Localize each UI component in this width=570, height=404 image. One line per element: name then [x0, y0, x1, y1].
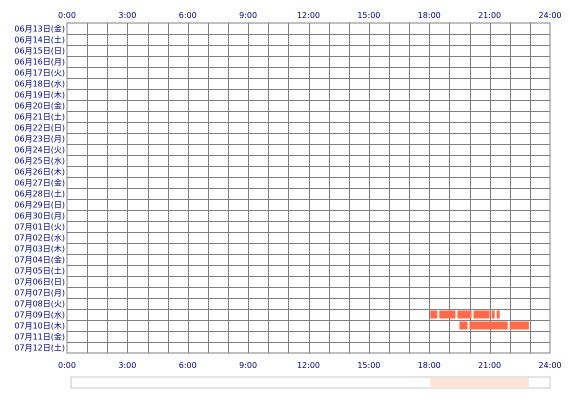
- x-tick-label-bottom: 12:00: [297, 361, 320, 370]
- x-tick-label-top: 24:00: [538, 11, 561, 20]
- x-tick-label-top: 12:00: [297, 11, 320, 20]
- row-label: 07月12日(土): [14, 343, 65, 353]
- row-label: 06月28日(土): [14, 189, 65, 199]
- row-label: 06月13日(金): [14, 24, 65, 34]
- row-label: 06月14日(土): [14, 35, 65, 45]
- x-tick-label-bottom: 3:00: [118, 361, 136, 370]
- x-tick-label-bottom: 9:00: [239, 361, 257, 370]
- x-tick-label-bottom: 15:00: [357, 361, 380, 370]
- activity-segment: [509, 321, 529, 330]
- row-label: 07月08日(火): [14, 300, 65, 309]
- x-tick-label-top: 18:00: [418, 11, 441, 20]
- row-label: 06月25日(水): [14, 156, 65, 166]
- row-label: 07月01日(火): [14, 223, 65, 232]
- summary-bar: [70, 376, 551, 389]
- row-label: 07月10日(木): [14, 321, 65, 331]
- row-label: 06月21日(土): [14, 112, 65, 122]
- row-label: 06月22日(日): [14, 124, 65, 133]
- row-label: 07月11日(金): [14, 332, 65, 342]
- row-label: 07月06日(日): [14, 278, 65, 287]
- row-label: 06月19日(木): [14, 90, 65, 100]
- x-tick-label-bottom: 18:00: [418, 361, 441, 370]
- activity-segment: [457, 310, 472, 319]
- x-tick-label-top: 3:00: [118, 11, 136, 20]
- x-tick-label-top: 0:00: [58, 11, 76, 20]
- row-label: 07月09日(水): [14, 310, 65, 320]
- row-label: 06月23日(月): [14, 135, 65, 144]
- row-label: 07月03日(木): [14, 244, 65, 254]
- row-label: 07月07日(月): [14, 289, 65, 298]
- x-tick-label-bottom: 0:00: [58, 361, 76, 370]
- row-label: 06月17日(火): [14, 69, 65, 78]
- row-label: 06月30日(月): [14, 212, 65, 221]
- row-label: 06月27日(金): [14, 178, 65, 188]
- x-tick-label-top: 21:00: [478, 11, 501, 20]
- activity-segment: [473, 310, 490, 319]
- activity-segment: [491, 310, 495, 319]
- row-label: 06月24日(火): [14, 146, 65, 155]
- activity-segment: [496, 310, 500, 319]
- row-label: 06月18日(水): [14, 79, 65, 89]
- row-label: 06月29日(日): [14, 201, 65, 210]
- row-label: 06月15日(日): [14, 47, 65, 56]
- activity-segment: [459, 321, 468, 330]
- activity-segment: [469, 321, 508, 330]
- summary-segment: [430, 378, 529, 388]
- row-label: 06月26日(木): [14, 167, 65, 177]
- x-tick-label-bottom: 21:00: [478, 361, 501, 370]
- row-label: 07月05日(土): [14, 266, 65, 276]
- x-tick-label-top: 9:00: [239, 11, 257, 20]
- x-tick-label-top: 15:00: [357, 11, 380, 20]
- row-label: 06月20日(金): [14, 101, 65, 111]
- x-tick-label-bottom: 6:00: [179, 361, 197, 370]
- row-label: 06月16日(月): [14, 58, 65, 67]
- activity-segment: [439, 310, 456, 319]
- row-label: 07月02日(水): [14, 233, 65, 243]
- row-label: 07月04日(金): [14, 255, 65, 265]
- activity-segment: [430, 310, 438, 319]
- x-tick-label-bottom: 24:00: [538, 361, 561, 370]
- x-tick-label-top: 6:00: [179, 11, 197, 20]
